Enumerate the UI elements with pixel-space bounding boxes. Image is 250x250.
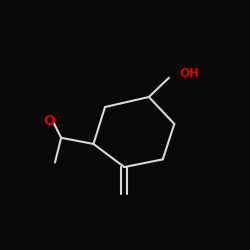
Text: OH: OH xyxy=(180,68,200,80)
Text: O: O xyxy=(43,114,55,128)
